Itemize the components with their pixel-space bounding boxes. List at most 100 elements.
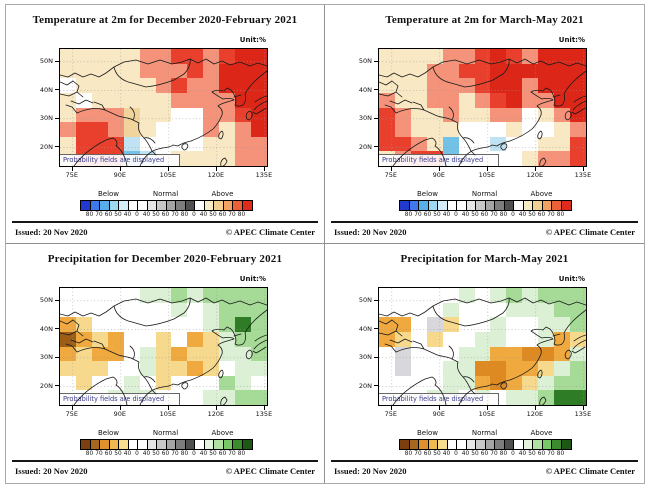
map-cell (91, 288, 108, 303)
axis-tick (55, 60, 59, 62)
map-cell (490, 346, 507, 362)
map-cell (107, 375, 124, 391)
map-cell (474, 375, 491, 391)
map-cell (522, 92, 539, 108)
map-cell (155, 92, 172, 108)
colorbar-swatch (400, 201, 410, 210)
colorbar-swatch (409, 440, 419, 449)
colorbar-tick-label: 50 (528, 451, 536, 457)
map-cell (506, 107, 523, 123)
map-cell (538, 390, 555, 405)
map-cell (123, 361, 140, 376)
map-cell (171, 136, 188, 152)
colorbar-swatch (119, 201, 129, 210)
lat-tick-label: 20N (39, 142, 53, 151)
map-cell (522, 78, 539, 93)
map-cell (554, 317, 571, 332)
lon-tick-label: 105E (478, 171, 496, 179)
map-cell (506, 375, 523, 391)
map-cell (426, 361, 443, 376)
lon-tick-label: 105E (478, 410, 496, 418)
colorbar-tick-label: 80 (499, 451, 508, 457)
colorbar-swatch (242, 201, 252, 210)
map-cell (123, 63, 140, 79)
colorbar-group-below: Below (97, 429, 120, 437)
panel-title: Precipitation for March-May 2021 (400, 253, 569, 265)
map-cell (219, 107, 236, 123)
colorbar-tick-label: 40 (442, 451, 451, 457)
axis-tick (374, 299, 378, 301)
colorbar-tick-label: 40 (518, 212, 527, 218)
map-cell (490, 107, 507, 123)
axis-tick (374, 356, 378, 358)
map-cell (570, 122, 586, 137)
lon-tick-label: 135E (574, 171, 592, 179)
colorbar-swatch (514, 440, 524, 449)
lon-tick-label: 120E (207, 410, 225, 418)
coastline-borders (379, 288, 586, 405)
colorbar-tick-label: 70 (490, 451, 498, 457)
map-cell (506, 361, 523, 376)
map-cell (123, 122, 140, 137)
panel-precipitation-djf: Precipitation for December 2020-February… (6, 244, 325, 483)
map-cell (60, 288, 76, 303)
map-cell (570, 107, 586, 123)
map-cell (251, 375, 267, 391)
colorbar-swatch (466, 201, 476, 210)
map-cell (506, 390, 523, 405)
axis-tick (55, 89, 59, 91)
map-cell (474, 346, 491, 362)
map-cell (538, 331, 555, 347)
colorbar-swatch (119, 440, 129, 449)
map-cell (410, 317, 427, 332)
axis-tick (263, 167, 265, 171)
lat-tick-label: 30N (39, 353, 53, 362)
map-cell (490, 49, 507, 64)
colorbar: Below Normal Above 80 70 60 50 40 0 40 50 60 70 80… (80, 190, 253, 224)
map-cell (251, 361, 267, 376)
map-cell (394, 136, 411, 152)
map-cell (171, 78, 188, 93)
axis-tick (374, 385, 378, 387)
colorbar-swatch (419, 201, 429, 210)
map-cell (251, 136, 267, 152)
map-cell (554, 122, 571, 137)
colorbar-tick-label: 60 (537, 212, 546, 218)
lon-tick-label: 135E (574, 410, 592, 418)
map-cell (75, 63, 92, 79)
colorbar-swatch (457, 440, 467, 449)
colorbar-swatch (128, 201, 138, 210)
colorbar-numbers: 80 70 60 50 40 0 40 50 60 70 80 0 40 50 60 70 80 (80, 212, 251, 220)
map-cell (458, 288, 475, 303)
map-cell (538, 317, 555, 332)
map-cell (410, 361, 427, 376)
axis-tick (390, 167, 392, 171)
colorbar-swatch (147, 201, 157, 210)
colorbar-tick-label: 70 (490, 212, 498, 218)
map-cell (187, 375, 204, 391)
credit: © APEC Climate Center (545, 466, 635, 476)
colorbar-swatches (399, 439, 572, 450)
map-cell (187, 361, 204, 376)
panel-temperature-djf: Temperature at 2m for December 2020-Febr… (6, 5, 325, 244)
map-cell (139, 302, 156, 318)
map-cell (394, 302, 411, 318)
map-cell (442, 92, 459, 108)
map-cell (426, 331, 443, 347)
map-cell (203, 78, 220, 93)
lat-tick-label: 30N (39, 114, 53, 123)
axis-tick (374, 146, 378, 148)
map-cell (107, 92, 124, 108)
map-cell (91, 331, 108, 347)
map-cell (171, 361, 188, 376)
map-cell (187, 302, 204, 318)
map-cell (394, 78, 411, 93)
colorbar-tick-label: 50 (433, 212, 441, 218)
map-cell (570, 49, 586, 64)
map-cell (506, 122, 523, 137)
map-cell (410, 288, 427, 303)
panel-title: Precipitation for December 2020-February… (47, 253, 283, 265)
map-cell (474, 122, 491, 137)
colorbar-swatch (447, 201, 457, 210)
axis-tick (215, 167, 217, 171)
